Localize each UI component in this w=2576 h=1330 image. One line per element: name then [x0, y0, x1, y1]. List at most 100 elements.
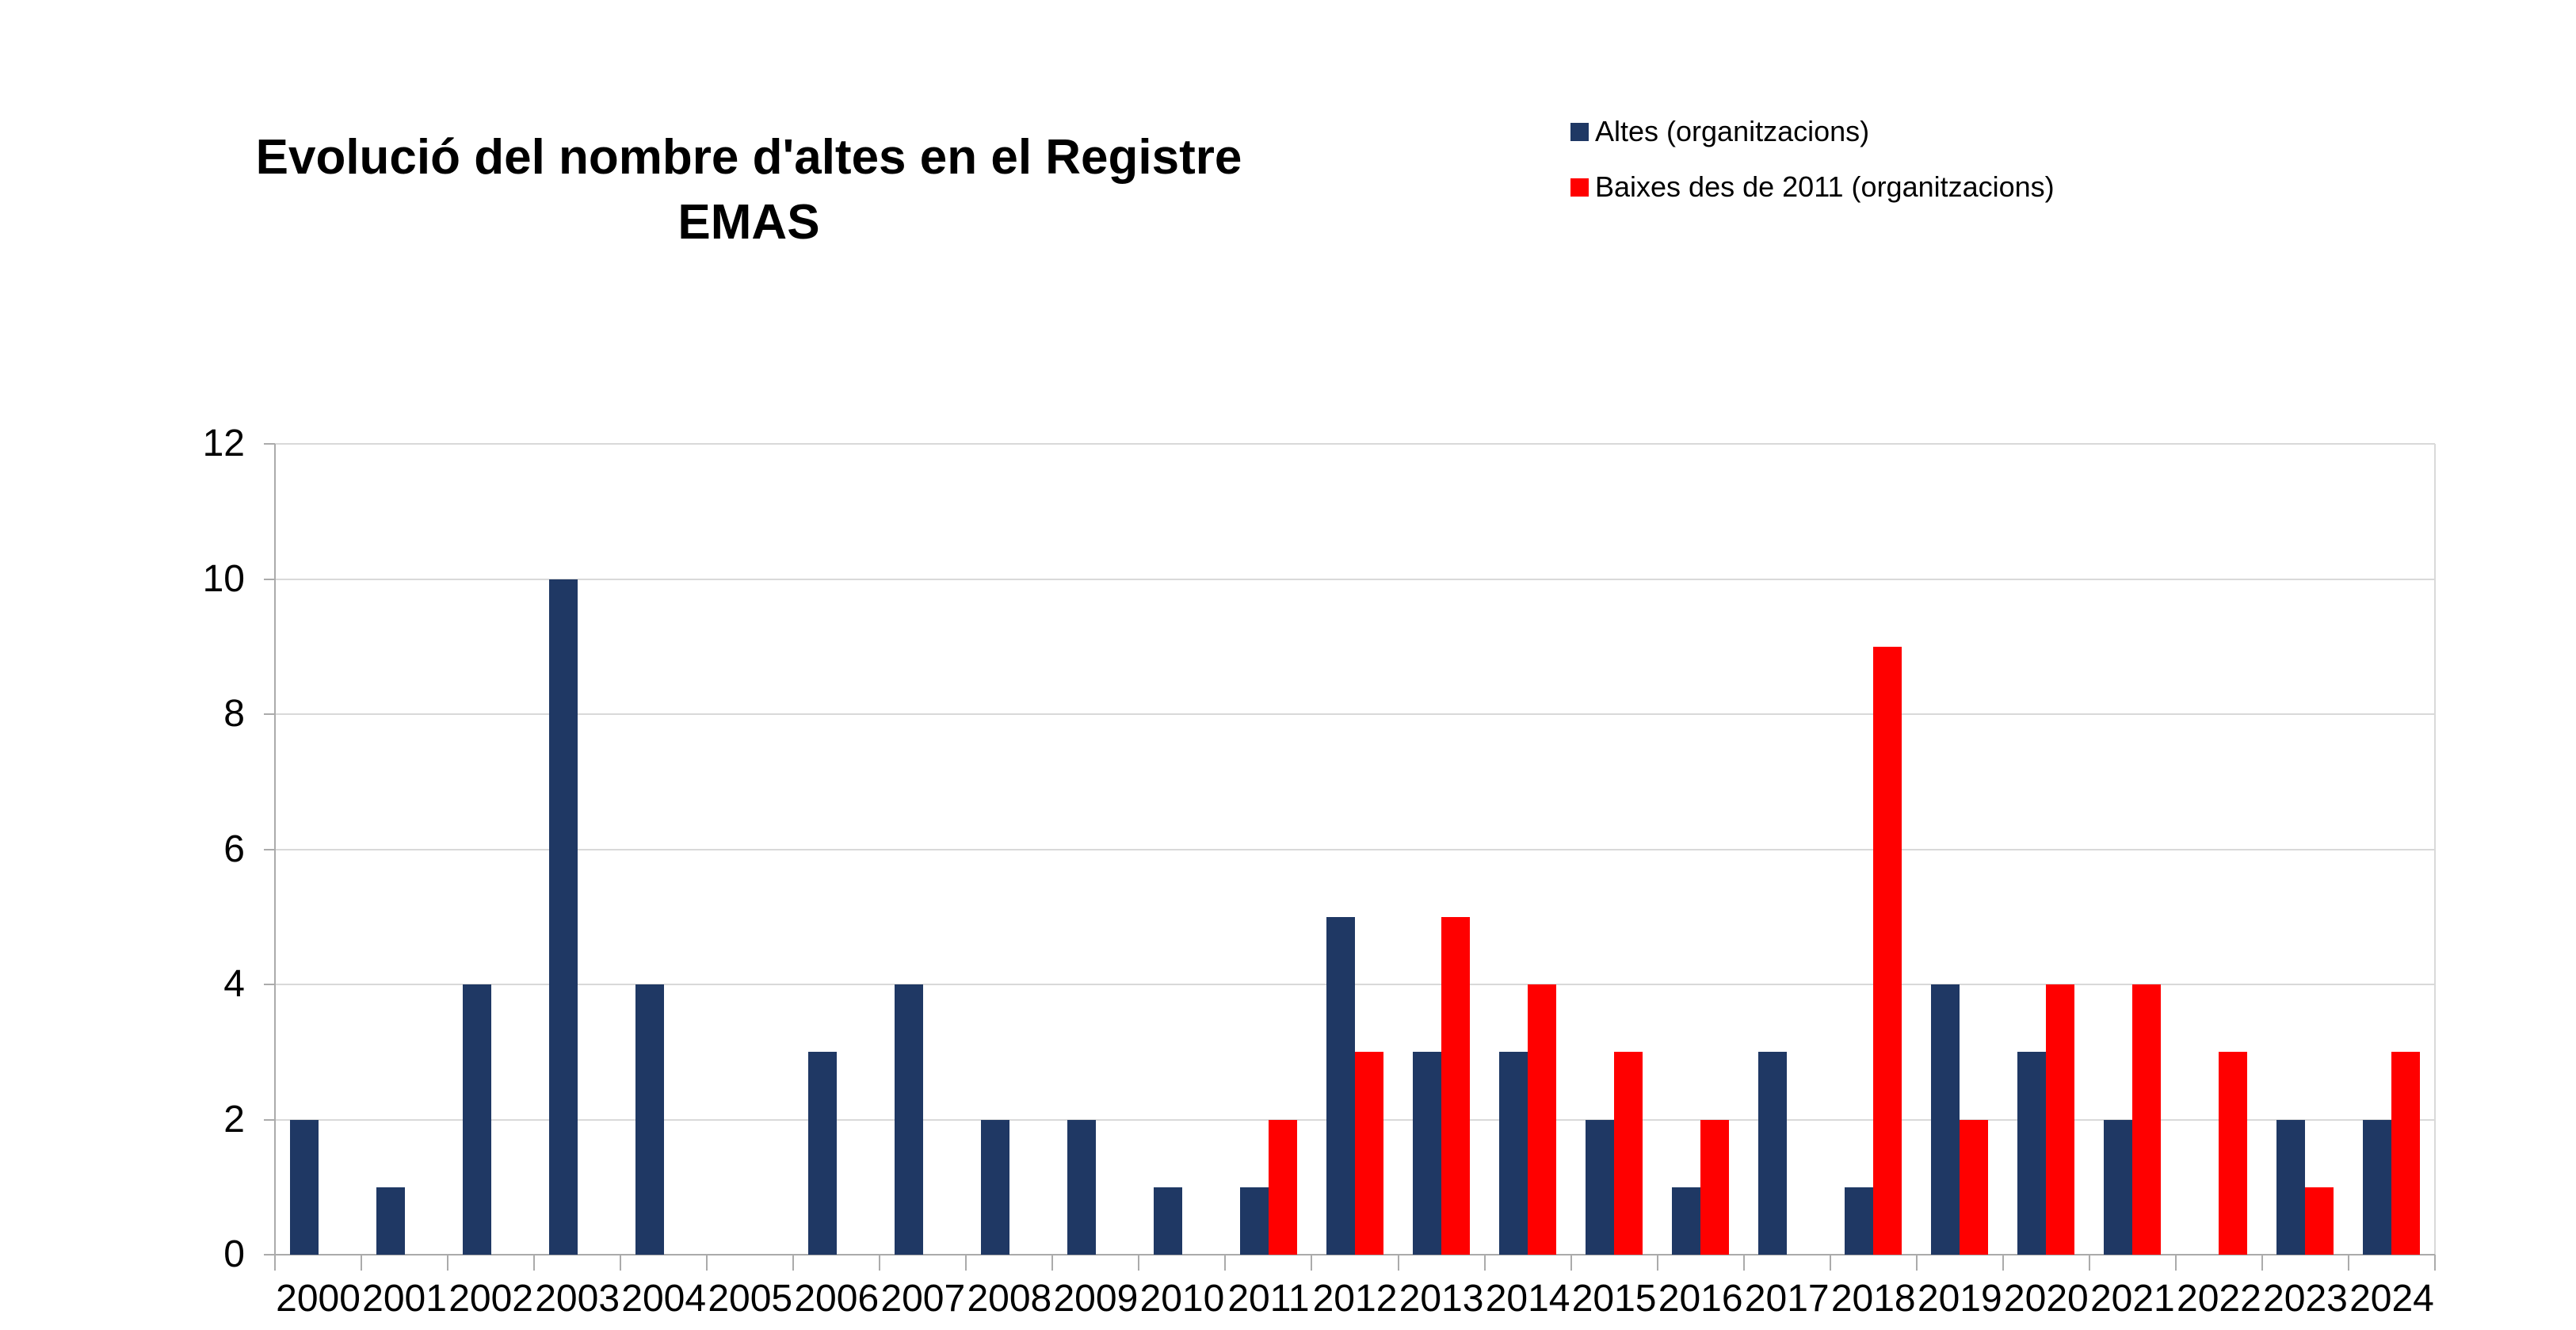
legend-label-altes: Altes (organitzacions)	[1595, 115, 1870, 147]
bar-baixes-2012	[1355, 1052, 1383, 1255]
x-tick-label: 2001	[362, 1278, 447, 1320]
bar-altes-2006	[807, 1052, 837, 1255]
bar-altes-2009	[1067, 1119, 1096, 1255]
legend-swatch-altes-icon	[1570, 122, 1589, 141]
x-tick-label: 2009	[1053, 1278, 1139, 1320]
x-tick-label: 2010	[1139, 1278, 1225, 1320]
x-axis-tick	[2174, 1255, 2177, 1271]
plot-right-border	[2434, 444, 2436, 1255]
x-tick-label: 2020	[2003, 1278, 2089, 1320]
legend-swatch-baixes-icon	[1570, 178, 1589, 197]
bar-baixes-2024	[2391, 1052, 2421, 1255]
bar-altes-2003	[548, 579, 578, 1255]
x-tick-label: 2005	[708, 1278, 793, 1320]
bar-baixes-2014	[1528, 984, 1557, 1255]
x-axis-tick	[1051, 1255, 1054, 1271]
x-axis-tick	[2002, 1255, 2004, 1271]
y-tick-label: 12	[202, 422, 245, 464]
x-axis-tick	[1656, 1255, 1658, 1271]
bar-altes-2010	[1153, 1187, 1182, 1255]
legend-label-baixes: Baixes des de 2011 (organitzacions)	[1595, 170, 2055, 203]
x-tick-label: 2006	[794, 1278, 880, 1320]
bar-altes-2008	[980, 1119, 1009, 1255]
y-tick-label: 8	[223, 693, 245, 735]
bar-altes-2011	[1239, 1187, 1269, 1255]
bar-baixes-2022	[2219, 1052, 2248, 1255]
y-gridline	[275, 713, 2435, 715]
bar-altes-2019	[1931, 984, 1960, 1255]
y-axis-tick	[264, 848, 275, 850]
bar-altes-2007	[894, 984, 923, 1255]
x-tick-label: 2022	[2177, 1278, 2261, 1320]
bar-altes-2016	[1672, 1187, 1701, 1255]
x-axis-tick	[1483, 1255, 1486, 1271]
x-tick-label: 2002	[448, 1278, 533, 1320]
y-axis-tick	[264, 443, 275, 445]
x-tick-label: 2021	[2089, 1278, 2175, 1320]
x-tick-label: 2013	[1399, 1278, 1484, 1320]
bar-baixes-2021	[2132, 984, 2162, 1255]
bar-altes-2004	[635, 984, 664, 1255]
bar-baixes-2016	[1700, 1119, 1730, 1255]
x-axis-tick	[1829, 1255, 1831, 1271]
x-axis-tick	[1397, 1255, 1399, 1271]
legend-item-baixes: Baixes des de 2011 (organitzacions)	[1570, 170, 2055, 203]
x-tick-label: 2017	[1744, 1278, 1830, 1320]
bar-altes-2023	[2276, 1119, 2306, 1255]
y-gridline	[275, 848, 2435, 850]
bar-baixes-2019	[1960, 1119, 1989, 1255]
x-axis-tick	[2434, 1255, 2436, 1271]
bar-altes-2015	[1586, 1119, 1615, 1255]
x-axis-tick	[965, 1255, 967, 1271]
x-tick-label: 2019	[1917, 1278, 2002, 1320]
x-tick-label: 2004	[621, 1278, 707, 1320]
y-axis-tick	[264, 713, 275, 715]
y-gridline	[275, 443, 2435, 445]
x-axis-tick	[447, 1255, 449, 1271]
x-tick-label: 2008	[967, 1278, 1052, 1320]
x-axis-tick	[2347, 1255, 2349, 1271]
x-axis-tick	[792, 1255, 795, 1271]
bar-baixes-2023	[2305, 1187, 2334, 1255]
bar-altes-2012	[1326, 916, 1355, 1255]
bar-altes-2020	[2017, 1052, 2047, 1255]
x-axis-tick	[620, 1255, 622, 1271]
x-axis-tick	[1311, 1255, 1313, 1271]
x-tick-label: 2024	[2349, 1278, 2434, 1320]
x-axis-tick	[1915, 1255, 1918, 1271]
x-axis-tick	[879, 1255, 881, 1271]
chart-title: Evolució del nombre d'altes en el Regist…	[255, 130, 1242, 250]
x-tick-label: 2014	[1485, 1278, 1570, 1320]
x-tick-label: 2016	[1658, 1278, 1743, 1320]
legend: Altes (organitzacions) Baixes des de 201…	[1570, 115, 2055, 227]
y-axis-tick	[264, 578, 275, 580]
x-axis-tick	[533, 1255, 536, 1271]
y-tick-label: 6	[223, 827, 245, 870]
x-axis-tick	[1742, 1255, 1745, 1271]
bar-altes-2001	[376, 1187, 405, 1255]
bar-baixes-2020	[2046, 984, 2075, 1255]
bar-altes-2018	[1845, 1187, 1874, 1255]
y-axis-line	[274, 444, 276, 1267]
x-axis-tick	[2261, 1255, 2263, 1271]
x-axis-tick	[361, 1255, 363, 1271]
x-tick-label: 2000	[276, 1278, 361, 1320]
y-tick-label: 10	[202, 557, 245, 600]
y-axis-tick	[264, 984, 275, 985]
legend-item-altes: Altes (organitzacions)	[1570, 115, 2055, 147]
x-axis-tick	[2088, 1255, 2090, 1271]
y-gridline	[275, 984, 2435, 985]
bar-altes-2013	[1413, 1052, 1442, 1255]
x-axis-tick	[706, 1255, 708, 1271]
bar-altes-2024	[2363, 1119, 2392, 1255]
bar-baixes-2011	[1268, 1119, 1297, 1255]
x-axis-line	[275, 1254, 2435, 1255]
bar-baixes-2015	[1614, 1052, 1643, 1255]
x-tick-label: 2007	[880, 1278, 966, 1320]
bar-altes-2000	[289, 1119, 319, 1255]
x-tick-label: 2012	[1312, 1278, 1398, 1320]
bar-altes-2014	[1499, 1052, 1528, 1255]
y-tick-label: 0	[223, 1233, 245, 1275]
